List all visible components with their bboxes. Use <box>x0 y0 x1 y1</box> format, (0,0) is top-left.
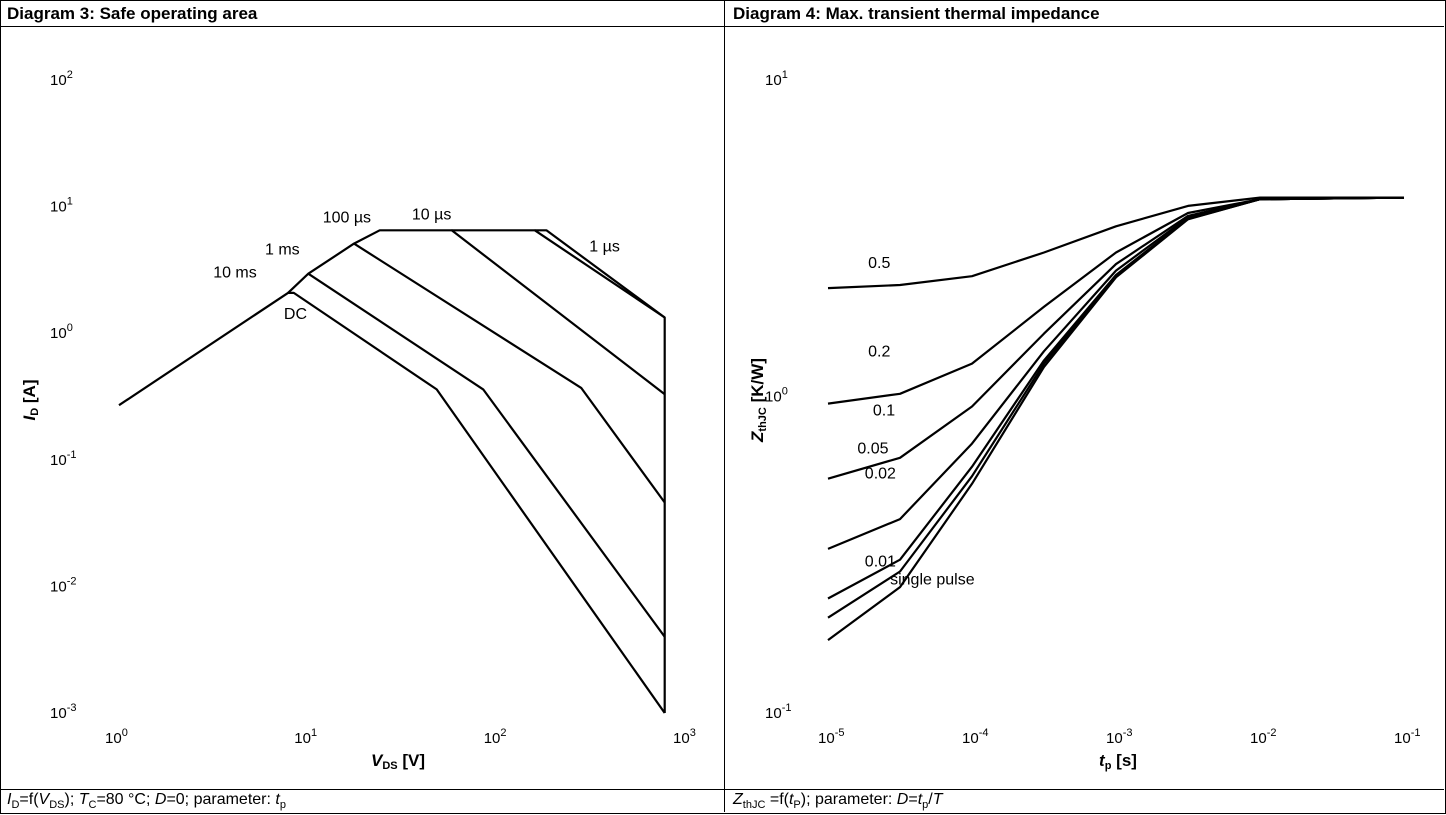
title-row-divider <box>0 26 1444 27</box>
zth-series-0-01 <box>827 196 1405 619</box>
soa-y-tick-label: 10-2 <box>50 575 76 595</box>
zth-y-axis-label: ZthJC [K/W] <box>748 358 769 443</box>
soa-series-10-ms <box>287 272 666 638</box>
soa-x-tick-label: 100 <box>105 727 128 747</box>
zth-label-0-5: 0.5 <box>868 255 890 272</box>
panel-divider <box>724 0 725 812</box>
soa-series-1-s <box>534 229 666 713</box>
zth-label-single-pulse: single pulse <box>890 571 975 588</box>
soa-y-tick-label: 101 <box>50 196 73 216</box>
zth-x-tick-label: 10-1 <box>1394 727 1420 747</box>
zth-y-tick-label: 10-1 <box>765 702 791 722</box>
soa-label-100-s: 100 µs <box>323 209 371 226</box>
zth-label-0-02: 0.02 <box>865 466 896 483</box>
zth-x-tick-label: 10-5 <box>818 727 844 747</box>
soa-label-10-ms: 10 ms <box>213 265 257 282</box>
zth-x-axis-label: tp [s] <box>1099 751 1137 772</box>
caption-row-divider <box>0 789 1444 790</box>
zth-y-tick-label: 100 <box>765 386 788 406</box>
soa-x-tick-label: 101 <box>294 727 317 747</box>
zth-series-0-2 <box>827 196 1405 405</box>
zth-series-0-05 <box>827 196 1405 550</box>
soa-y-tick-label: 100 <box>50 322 73 342</box>
zth-x-tick-label: 10-3 <box>1106 727 1132 747</box>
soa-x-tick-label: 103 <box>673 727 696 747</box>
soa-y-tick-label: 10-3 <box>50 702 76 722</box>
zth-label-0-05: 0.05 <box>857 441 888 458</box>
zth-x-tick-label: 10-4 <box>962 727 988 747</box>
zth-label-0-1: 0.1 <box>873 403 895 420</box>
soa-y-tick-label: 102 <box>50 69 73 89</box>
soa-label-dc: DC <box>284 306 307 323</box>
soa-series-100-s <box>353 229 666 396</box>
zth-label-0-01: 0.01 <box>865 554 896 571</box>
zth-series-0-1 <box>827 196 1405 480</box>
diagram4-title: Diagram 4: Max. transient thermal impeda… <box>733 4 1100 23</box>
zth-label-0-2: 0.2 <box>868 343 890 360</box>
zth-y-tick-label: 101 <box>765 69 788 89</box>
soa-y-axis-label: ID [A] <box>20 379 41 420</box>
soa-series-dc <box>118 291 666 714</box>
diagram3-title: Diagram 3: Safe operating area <box>7 4 258 23</box>
soa-x-tick-label: 102 <box>484 727 507 747</box>
soa-y-tick-label: 10-1 <box>50 449 76 469</box>
diagram4-caption: ZthJC =f(tP); parameter: D=tp/T <box>733 791 943 812</box>
soa-label-1-ms: 1 ms <box>265 241 300 258</box>
soa-label-10-s: 10 µs <box>412 207 451 224</box>
zth-series-0-02 <box>827 196 1405 600</box>
soa-label-1-s: 1 µs <box>589 239 620 256</box>
zth-x-tick-label: 10-2 <box>1250 727 1276 747</box>
zth-series-0-5 <box>827 196 1404 290</box>
soa-series-1-ms <box>307 242 666 504</box>
soa-x-axis-label: VDS [V] <box>371 751 425 772</box>
zth-series-single-pulse <box>827 196 1405 641</box>
diagram3-caption: ID=f(VDS); TC=80 °C; D=0; parameter: tp <box>7 791 286 812</box>
